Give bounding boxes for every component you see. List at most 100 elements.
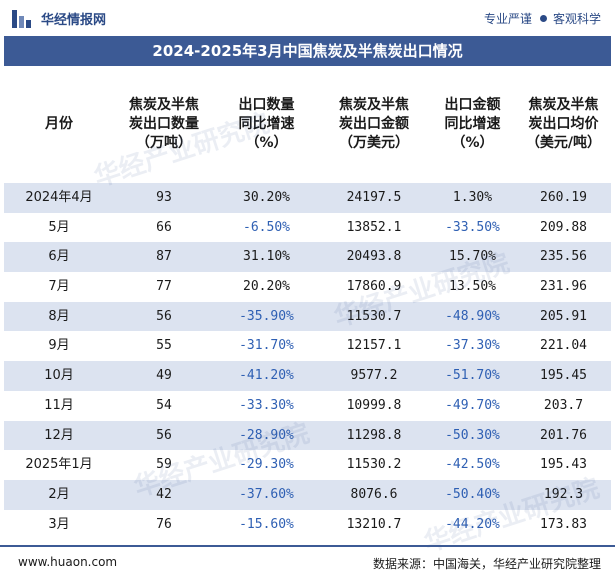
column-header-quantity-growth: 出口数量 同比增速 （%） — [238, 97, 295, 151]
cell-amount-growth: -50.30% — [445, 427, 500, 443]
table-row: 11月 54 -33.30% 10999.8 -49.70% 203.7 — [4, 391, 611, 421]
tagline: 专业严谨 客观科学 — [484, 10, 601, 27]
cell-avg-price: 195.45 — [540, 368, 587, 384]
cell-avg-price: 260.19 — [540, 190, 587, 205]
brand-name: 华经情报网 — [41, 13, 107, 28]
cell-quantity-growth: -31.70% — [239, 338, 294, 354]
cell-quantity-growth: -29.30% — [239, 457, 294, 473]
column-header-amount: 焦炭及半焦 炭出口金额 （万美元） — [339, 97, 409, 151]
column-header-quantity: 焦炭及半焦 炭出口数量 （万吨） — [129, 97, 199, 151]
cell-quantity-growth: -37.60% — [239, 486, 294, 502]
cell-month: 7月 — [48, 279, 70, 295]
cell-quantity: 66 — [156, 219, 172, 235]
cell-month: 11月 — [44, 397, 74, 413]
cell-amount: 8076.6 — [350, 486, 398, 502]
column-header-amount-growth: 出口金额 同比增速 （%） — [444, 97, 501, 151]
logo-icon — [12, 9, 34, 28]
footer: www.huaon.com 数据来源：中国海关，华经产业研究院整理 — [0, 545, 615, 580]
table-row: 10月 49 -41.20% 9577.2 -51.70% 195.45 — [4, 361, 611, 391]
cell-quantity-growth: 30.20% — [243, 190, 290, 205]
cell-amount: 11530.7 — [346, 308, 402, 324]
cell-month: 10月 — [44, 368, 74, 384]
top-bar: 华经情报网 专业严谨 客观科学 — [0, 0, 615, 36]
cell-amount-growth: -49.70% — [445, 397, 500, 413]
cell-amount-growth: 15.70% — [449, 249, 496, 265]
table-header: 月份 焦炭及半焦 炭出口数量 （万吨） 出口数量 同比增速 （%） 焦炭及半焦 … — [4, 66, 611, 183]
brand-logo[interactable]: 华经情报网 — [12, 9, 106, 28]
tagline-right: 客观科学 — [552, 12, 601, 26]
table-row: 3月 76 -15.60% 13210.7 -44.20% 173.83 — [4, 510, 611, 540]
cell-avg-price: 192.3 — [543, 486, 584, 502]
cell-month: 12月 — [44, 427, 74, 443]
cell-amount-growth: -51.70% — [445, 368, 500, 384]
column-header-month: 月份 — [45, 116, 73, 132]
site-link[interactable]: www.huaon.com — [18, 555, 118, 569]
cell-avg-price: 195.43 — [540, 457, 587, 473]
cell-amount: 13210.7 — [346, 516, 402, 532]
table-row: 7月 77 20.20% 17860.9 13.50% 231.96 — [4, 272, 611, 302]
table-row: 2月 42 -37.60% 8076.6 -50.40% 192.3 — [4, 479, 611, 510]
bullet-icon — [539, 15, 547, 22]
cell-quantity-growth: -15.60% — [239, 516, 294, 532]
cell-amount-growth: -42.50% — [445, 457, 500, 473]
tagline-left: 专业严谨 — [483, 12, 532, 26]
cell-avg-price: 221.04 — [540, 338, 587, 354]
cell-month: 5月 — [48, 219, 70, 235]
cell-month: 2025年1月 — [25, 457, 93, 473]
cell-month: 6月 — [48, 249, 70, 265]
cell-amount-growth: -37.30% — [445, 338, 500, 354]
cell-quantity-growth: -41.20% — [239, 368, 294, 384]
source-note: 数据来源：中国海关，华经产业研究院整理 — [372, 557, 601, 571]
cell-avg-price: 209.88 — [540, 219, 587, 235]
table-row: 12月 56 -28.90% 11298.8 -50.30% 201.76 — [4, 420, 611, 451]
cell-quantity-growth: -33.30% — [239, 397, 294, 413]
cell-amount: 12157.1 — [346, 338, 402, 354]
cell-quantity: 42 — [156, 486, 172, 502]
table-row: 2024年4月 93 30.20% 24197.5 1.30% 260.19 — [4, 183, 611, 213]
table-row: 5月 66 -6.50% 13852.1 -33.50% 209.88 — [4, 213, 611, 243]
cell-avg-price: 201.76 — [540, 427, 587, 443]
table-row: 6月 87 31.10% 20493.8 15.70% 235.56 — [4, 242, 611, 273]
table-row: 8月 56 -35.90% 11530.7 -48.90% 205.91 — [4, 301, 611, 332]
table-row: 9月 55 -31.70% 12157.1 -37.30% 221.04 — [4, 331, 611, 361]
cell-quantity: 59 — [156, 457, 172, 473]
cell-amount-growth: 13.50% — [449, 279, 496, 295]
cell-amount-growth: -44.20% — [445, 516, 500, 532]
cell-amount-growth: -33.50% — [445, 219, 500, 235]
cell-quantity: 55 — [156, 338, 172, 354]
cell-quantity: 87 — [156, 249, 172, 265]
cell-quantity-growth: -28.90% — [239, 427, 294, 443]
cell-amount-growth: -48.90% — [445, 308, 500, 324]
cell-amount: 9577.2 — [350, 368, 398, 384]
table-body: 2024年4月 93 30.20% 24197.5 1.30% 260.19 5月 66 -6.… — [4, 183, 611, 539]
table-row: 2025年1月 59 -29.30% 11530.2 -42.50% 195.43 — [4, 450, 611, 480]
cell-quantity-growth: -35.90% — [239, 308, 294, 324]
cell-amount: 20493.8 — [346, 249, 402, 265]
cell-amount: 24197.5 — [346, 190, 402, 205]
cell-quantity-growth: 31.10% — [243, 249, 290, 265]
cell-month: 9月 — [48, 338, 70, 354]
cell-amount: 17860.9 — [346, 279, 402, 295]
cell-avg-price: 173.83 — [540, 516, 587, 532]
cell-quantity: 49 — [156, 368, 172, 384]
cell-quantity: 54 — [156, 397, 172, 413]
cell-quantity: 56 — [156, 427, 172, 443]
cell-amount: 11298.8 — [346, 427, 402, 443]
cell-month: 3月 — [48, 516, 70, 532]
cell-quantity: 56 — [156, 308, 172, 324]
cell-avg-price: 203.7 — [543, 397, 584, 413]
cell-month: 2024年4月 — [25, 190, 93, 205]
page-title: 2024-2025年3月中国焦炭及半焦炭出口情况 — [4, 36, 611, 66]
cell-avg-price: 231.96 — [540, 279, 587, 295]
cell-quantity: 93 — [156, 190, 172, 205]
cell-amount: 10999.8 — [346, 397, 402, 413]
cell-quantity-growth: 20.20% — [243, 279, 290, 295]
cell-amount-growth: -50.40% — [445, 486, 500, 502]
cell-amount: 11530.2 — [346, 457, 402, 473]
cell-quantity-growth: -6.50% — [243, 219, 290, 235]
cell-month: 8月 — [48, 308, 70, 324]
cell-amount-growth: 1.30% — [452, 190, 493, 205]
cell-month: 2月 — [48, 486, 70, 502]
cell-quantity: 76 — [156, 516, 172, 532]
cell-avg-price: 235.56 — [540, 249, 587, 265]
